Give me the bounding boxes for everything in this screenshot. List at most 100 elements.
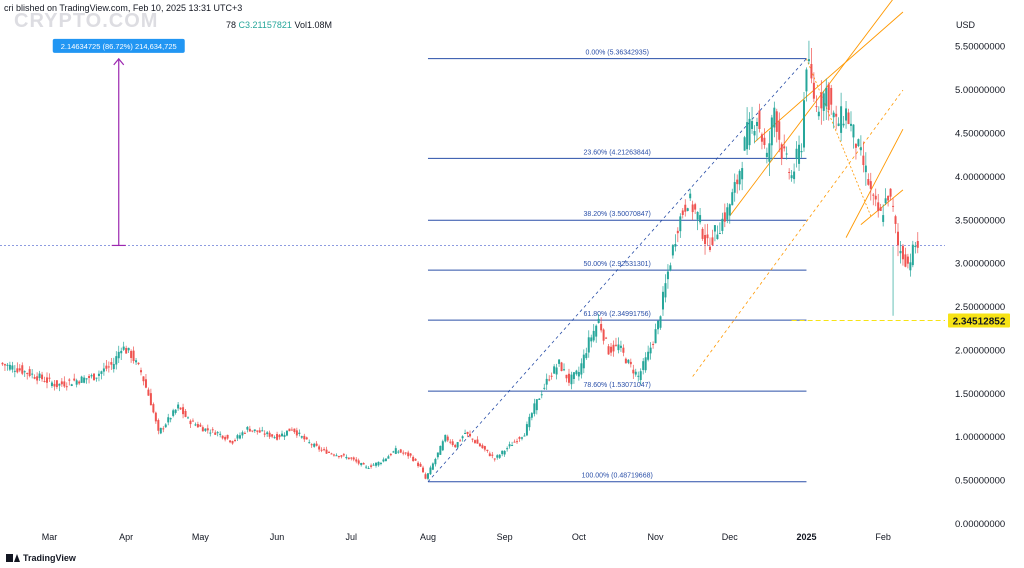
candle-body — [439, 445, 442, 455]
candle-body — [300, 436, 303, 438]
y-tick-label: 4.00000000 — [955, 172, 1005, 183]
fib-level-label: 78.60% (1.53071047) — [584, 382, 651, 389]
x-tick-label: Nov — [648, 532, 665, 542]
candle-body — [835, 113, 838, 117]
candle-body — [659, 316, 662, 328]
candle-body — [691, 204, 694, 213]
candle-body — [6, 364, 9, 366]
candle-body — [127, 347, 130, 351]
candle-body — [36, 376, 39, 381]
candle-body — [271, 434, 274, 437]
candle-body — [751, 121, 754, 129]
candle-body — [162, 428, 165, 430]
y-tick-label: 1.50000000 — [955, 389, 1005, 400]
candle-body — [469, 433, 472, 437]
channel-lower2-line — [860, 189, 904, 225]
candle-body — [11, 365, 14, 370]
candle-body — [523, 435, 526, 437]
candle-body — [456, 442, 459, 448]
candle-body — [629, 361, 632, 365]
candle-body — [80, 376, 83, 383]
candle-body — [857, 139, 860, 147]
candle-body — [422, 467, 425, 473]
candle-body — [904, 254, 907, 267]
candle-body — [330, 453, 333, 455]
candle-body — [701, 228, 704, 239]
candle-body — [256, 430, 259, 432]
candle-body — [276, 433, 279, 440]
candle-body — [231, 440, 234, 444]
candle-body — [506, 448, 509, 450]
candle-body — [308, 442, 311, 444]
candle-body — [337, 455, 340, 458]
candle-body — [862, 155, 865, 166]
candle-body — [852, 124, 855, 138]
candle-body — [224, 437, 227, 440]
candle-body — [543, 387, 546, 389]
candle-body — [738, 170, 741, 185]
author-name[interactable]: cri — [4, 3, 14, 13]
candle-body — [864, 165, 867, 173]
y-tick-label: 5.00000000 — [955, 85, 1005, 96]
candle-body — [815, 106, 818, 108]
candle-body — [706, 234, 709, 239]
candle-body — [736, 179, 739, 185]
x-tick-label: Aug — [420, 532, 436, 542]
candle-body — [144, 379, 147, 388]
candle-body — [409, 453, 412, 456]
candle-body — [189, 420, 192, 425]
candle-body — [414, 458, 417, 461]
candle-body — [362, 462, 365, 465]
candle-body — [1, 362, 4, 365]
ohlc-fragment: 78 — [226, 20, 237, 30]
fib-trend-line — [427, 58, 807, 483]
candle-body — [580, 363, 583, 375]
y-tick-label: 5.50000000 — [955, 42, 1005, 53]
candle-body — [676, 230, 679, 234]
candle-body — [3, 364, 6, 366]
price-label-bg — [948, 313, 1010, 328]
candle-body — [765, 152, 768, 157]
candle-body — [600, 323, 603, 331]
candle-body — [50, 382, 53, 386]
candle-body — [597, 318, 600, 324]
candle-body — [760, 134, 763, 142]
channel-median-line — [692, 89, 904, 377]
candle-body — [454, 444, 457, 448]
candle-body — [132, 350, 135, 362]
candle-body — [795, 148, 798, 159]
fib-level-label: 50.00% (2.92531301) — [584, 261, 651, 268]
tradingview-logo-icon — [6, 554, 20, 562]
candle-body — [466, 431, 469, 434]
candle-body — [513, 441, 516, 443]
candle-body — [219, 433, 222, 435]
candle-body — [246, 426, 249, 430]
candle-body — [525, 424, 528, 436]
candle-body — [426, 473, 429, 479]
x-tick-label: Oct — [572, 532, 587, 542]
tradingview-brand[interactable]: TradingView — [6, 553, 76, 563]
candle-body — [570, 374, 573, 385]
candle-body — [429, 467, 432, 475]
candle-body — [97, 373, 100, 376]
candle-body — [313, 443, 316, 447]
candle-body — [545, 378, 548, 385]
candle-body — [73, 378, 76, 381]
fib-level-label: 38.20% (3.50070847) — [584, 211, 651, 218]
candle-body — [874, 195, 877, 200]
x-tick-label: Jun — [270, 532, 285, 542]
measure-label: 2.14634725 (86.72%) 214,634,725 — [61, 42, 177, 51]
candle-body — [58, 383, 61, 386]
candle-body — [402, 452, 405, 454]
candle-body — [253, 429, 256, 432]
candle-body — [303, 435, 306, 440]
candle-body — [345, 456, 348, 459]
brand-label: TradingView — [23, 553, 76, 563]
candle-body — [206, 428, 209, 431]
candle-body — [884, 198, 887, 204]
candle-body — [501, 450, 504, 455]
candle-body — [575, 370, 578, 375]
candle-body — [632, 369, 635, 374]
candle-body — [567, 373, 570, 383]
